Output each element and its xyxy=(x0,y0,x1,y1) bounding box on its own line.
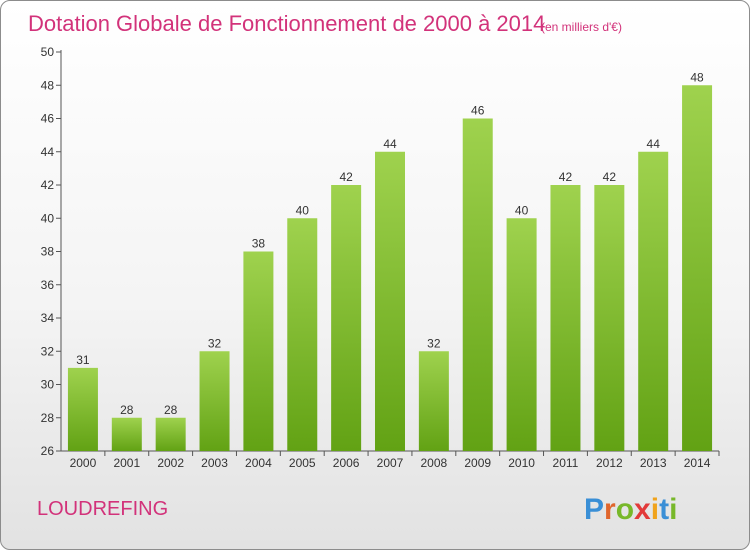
bar-2012 xyxy=(594,185,625,451)
logo-letter: x xyxy=(634,493,651,526)
logo-letter: t xyxy=(659,493,669,526)
bar-2014 xyxy=(682,85,713,451)
y-tick-label: 26 xyxy=(41,444,55,458)
commune-name: LOUDREFING xyxy=(37,498,168,520)
logo-letter: i xyxy=(651,493,659,526)
x-tick-label-2005: 2005 xyxy=(289,456,316,470)
value-label-2007: 44 xyxy=(383,137,397,151)
y-tick-label: 30 xyxy=(41,378,55,392)
bar-2001 xyxy=(111,417,142,451)
y-tick-label: 44 xyxy=(41,145,55,159)
bar-2000 xyxy=(67,367,98,451)
y-tick-label: 28 xyxy=(41,411,55,425)
x-tick-label-2011: 2011 xyxy=(553,456,579,470)
y-tick-label: 50 xyxy=(41,45,55,59)
bar-2008 xyxy=(418,351,449,451)
value-label-2008: 32 xyxy=(427,336,441,350)
value-label-2009: 46 xyxy=(471,104,485,118)
value-label-2010: 40 xyxy=(515,203,529,217)
axes: 26 28 30 32 34 36 38 40 42 44 46 48 50 2000 2001 2002 20… xyxy=(41,45,720,470)
bar-2006 xyxy=(331,185,362,451)
value-label-2004: 38 xyxy=(252,237,266,251)
value-label-2006: 42 xyxy=(339,170,353,184)
value-label-2014: 48 xyxy=(690,70,704,84)
y-tick-label: 38 xyxy=(41,245,55,259)
y-tick-label: 42 xyxy=(41,178,55,192)
bar-2013 xyxy=(638,151,669,451)
y-tick-label: 36 xyxy=(41,278,55,292)
value-label-2002: 28 xyxy=(164,403,178,417)
proxiti-logo: Proxiti xyxy=(584,493,677,526)
bar-2005 xyxy=(287,218,318,451)
value-label-2000: 31 xyxy=(76,353,90,367)
x-tick-label-2003: 2003 xyxy=(201,456,228,470)
x-tick-label-2000: 2000 xyxy=(70,456,97,470)
x-tick-label-2014: 2014 xyxy=(684,456,711,470)
logo-letter: P xyxy=(584,493,604,526)
x-tick-label-2001: 2001 xyxy=(113,456,140,470)
value-label-2013: 44 xyxy=(647,137,661,151)
bar-2003 xyxy=(199,351,230,451)
chart-title: Dotation Globale de Fonctionnement de 20… xyxy=(28,11,545,36)
bar-2011 xyxy=(550,185,581,451)
y-tick-label: 48 xyxy=(41,78,55,92)
y-tick-label: 34 xyxy=(41,311,55,325)
x-tick-label-2009: 2009 xyxy=(464,456,491,470)
x-tick-label-2008: 2008 xyxy=(421,456,448,470)
bar-2009 xyxy=(462,118,493,451)
value-label-2005: 40 xyxy=(296,203,310,217)
x-tick-label-2007: 2007 xyxy=(377,456,404,470)
bar-2004 xyxy=(243,251,274,451)
x-tick-label-2002: 2002 xyxy=(157,456,184,470)
chart-subtitle: (en milliers d'€) xyxy=(541,20,622,34)
y-tick-label: 46 xyxy=(41,112,55,126)
logo-letter: r xyxy=(604,493,616,526)
bar-2007 xyxy=(375,151,405,451)
bar-series: 31 28 28 32 38 40 42 44 32 46 40 42 42 44 48 xyxy=(67,70,713,451)
bar-2010 xyxy=(506,218,537,451)
value-label-2003: 32 xyxy=(208,336,222,350)
bar-2002 xyxy=(155,417,186,451)
x-tick-label-2012: 2012 xyxy=(596,456,623,470)
value-label-2001: 28 xyxy=(120,403,134,417)
x-tick-label-2013: 2013 xyxy=(640,456,667,470)
x-tick-label-2010: 2010 xyxy=(508,456,535,470)
logo-letter: i xyxy=(669,493,677,526)
value-label-2011: 42 xyxy=(559,170,573,184)
y-tick-label: 40 xyxy=(41,211,55,225)
value-label-2012: 42 xyxy=(603,170,617,184)
x-tick-label-2004: 2004 xyxy=(245,456,272,470)
y-tick-label: 32 xyxy=(41,344,55,358)
logo-letter: o xyxy=(616,493,634,526)
x-tick-label-2006: 2006 xyxy=(333,456,360,470)
